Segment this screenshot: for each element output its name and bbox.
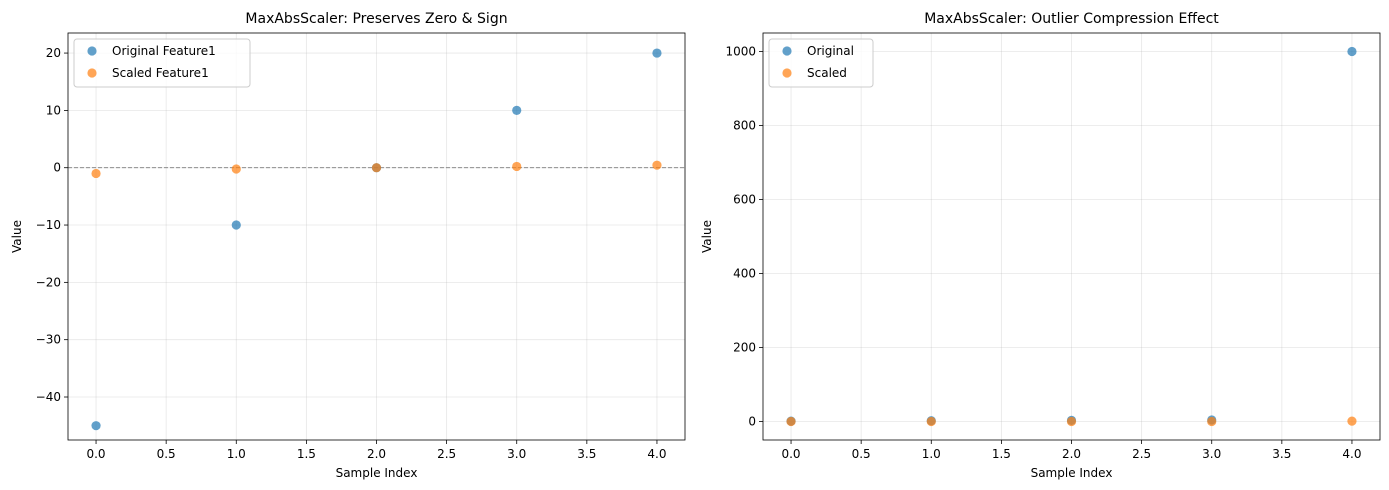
axes-frame (67, 32, 686, 441)
data-point (91, 421, 101, 431)
chart-left: 0.0 0.5 1.0 1.5 2.0 2.5 3.0 3.5 4.0 20 10 0 −10 −20 −3… (10, 11, 686, 480)
x-tick-label: 4.0 (647, 447, 666, 461)
chart-title: MaxAbsScaler: Preserves Zero & Sign (245, 11, 507, 27)
legend-box (73, 38, 251, 88)
data-point (652, 160, 662, 170)
x-tick-label: 2.0 (1062, 447, 1081, 461)
x-tick-label: 1.5 (992, 447, 1011, 461)
legend-marker (782, 46, 792, 56)
legend: Original Feature1 Scaled Feature1 (73, 38, 251, 88)
y-tick-label: 200 (733, 341, 756, 355)
data-point (512, 105, 522, 115)
y-tick-label: 20 (46, 46, 61, 60)
chart-title: MaxAbsScaler: Outlier Compression Effect (924, 11, 1219, 27)
legend-label: Scaled (807, 66, 847, 80)
x-axis-label: Sample Index (1031, 466, 1113, 480)
legend: Original Scaled (768, 38, 874, 88)
data-point (91, 168, 101, 179)
x-tick-label: 0.5 (157, 447, 176, 461)
legend-label: Original Feature1 (112, 44, 216, 58)
y-tick-label: 1000 (725, 45, 756, 59)
y-tick-label: 800 (733, 119, 756, 133)
data-point (1066, 416, 1077, 427)
y-tick-label: 600 (733, 193, 756, 207)
x-axis-label: Sample Index (336, 466, 418, 480)
data-point (926, 416, 936, 427)
y-tick-label: 0 (53, 161, 61, 175)
y-tick-label: 0 (748, 415, 756, 429)
y-axis-label: Value (700, 220, 714, 253)
data-point (1207, 416, 1217, 427)
y-axis-label: Value (10, 220, 24, 253)
data-point (512, 161, 522, 172)
x-tick-label: 2.0 (367, 447, 386, 461)
grid (68, 33, 685, 440)
grid (763, 33, 1380, 440)
y-tick-label: −10 (36, 218, 61, 232)
y-tick-label: −30 (36, 333, 61, 347)
data-point (1347, 46, 1357, 57)
y-tick-label: −20 (36, 275, 61, 289)
x-tick-label: 3.0 (507, 447, 526, 461)
series-1 (786, 416, 1357, 427)
axes-frame (762, 32, 1381, 441)
legend-marker (87, 68, 97, 78)
data-point (1347, 416, 1357, 426)
x-tick-label: 0.5 (852, 447, 871, 461)
data-point (652, 48, 662, 58)
x-tick-label: 4.0 (1342, 447, 1361, 461)
data-point (371, 163, 382, 173)
x-tick-label: 1.0 (922, 447, 941, 461)
x-tick-label: 3.5 (577, 447, 596, 461)
legend-label: Original (807, 44, 854, 58)
series-1 (91, 160, 662, 179)
y-tick-label: 10 (46, 103, 61, 117)
data-point (231, 164, 241, 174)
x-tick-label: 2.5 (1132, 447, 1151, 461)
chart-right: 0.0 0.5 1.0 1.5 2.0 2.5 3.0 3.5 4.0 1000 800 600 400… (700, 11, 1381, 480)
x-tick-label: 1.5 (297, 447, 316, 461)
x-tick-label: 3.5 (1272, 447, 1291, 461)
legend-marker (87, 46, 97, 56)
x-tick-label: 0.0 (781, 447, 800, 461)
x-tick-label: 2.5 (437, 447, 456, 461)
x-tick-label: 0.0 (86, 447, 105, 461)
x-tick-label: 3.0 (1202, 447, 1221, 461)
x-tick-label: 1.0 (227, 447, 246, 461)
y-tick-label: −40 (36, 390, 61, 404)
data-point (231, 220, 241, 230)
legend-label: Scaled Feature1 (112, 66, 209, 80)
data-point (786, 416, 796, 427)
legend-marker (782, 68, 792, 78)
legend-box (768, 38, 874, 88)
y-tick-label: 400 (733, 267, 756, 281)
